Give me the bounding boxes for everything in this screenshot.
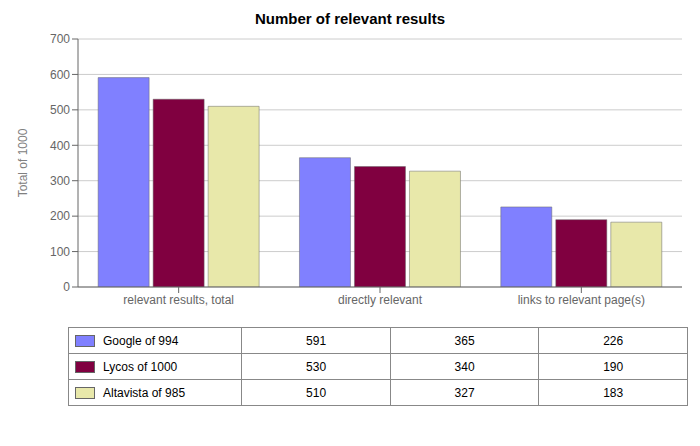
svg-text:directly relevant: directly relevant: [338, 293, 423, 307]
svg-text:200: 200: [50, 209, 70, 223]
svg-text:500: 500: [50, 103, 70, 117]
html-text:530: 530: [306, 359, 327, 374]
html-text:183: 183: [603, 385, 624, 400]
svg-text:Total of 1000: Total of 1000: [16, 128, 30, 197]
html-text:Number of relevant results: Number of relevant results: [255, 10, 445, 27]
html-text:190: 190: [603, 359, 624, 374]
svg-text:0: 0: [63, 280, 70, 294]
html-text:Altavista of 985: Altavista of 985: [103, 385, 186, 400]
html-text:365: 365: [454, 333, 475, 348]
html-text:Lycos of 1000: Lycos of 1000: [103, 359, 178, 374]
html-text:327: 327: [454, 385, 475, 400]
html-text:226: 226: [603, 333, 624, 348]
svg-text:400: 400: [50, 139, 70, 153]
html-text:340: 340: [454, 359, 475, 374]
svg-text:700: 700: [50, 32, 70, 46]
html-text:Google of 994: Google of 994: [103, 333, 179, 348]
svg-text:relevant results, total: relevant results, total: [123, 293, 234, 307]
html-text:591: 591: [306, 333, 327, 348]
html-text:510: 510: [306, 385, 327, 400]
svg-text:100: 100: [50, 245, 70, 259]
svg-text:300: 300: [50, 174, 70, 188]
svg-text:600: 600: [50, 68, 70, 82]
svg-text:links to relevant page(s): links to relevant page(s): [518, 293, 645, 307]
